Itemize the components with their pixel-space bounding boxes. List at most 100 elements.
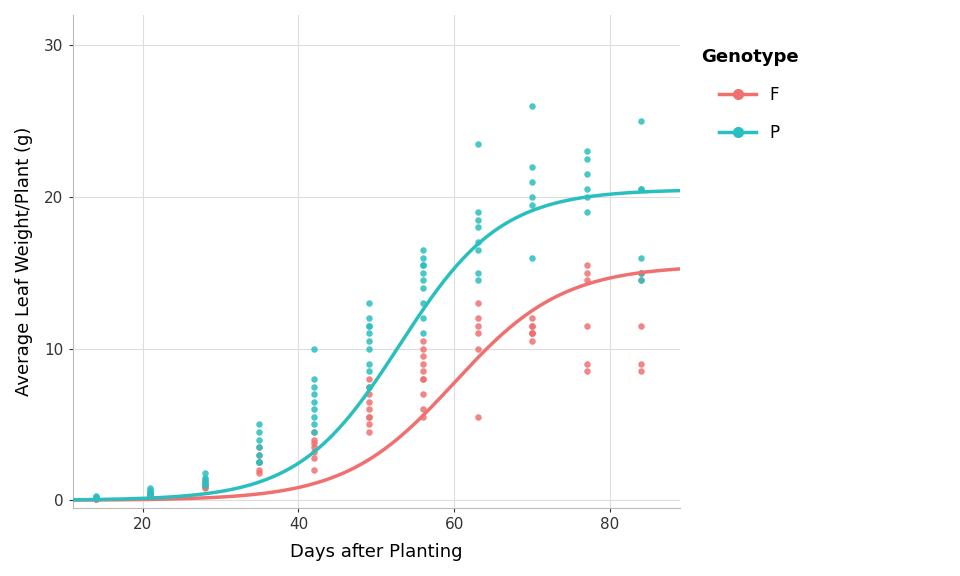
Point bbox=[252, 420, 267, 429]
Point bbox=[416, 351, 431, 361]
Point bbox=[143, 488, 158, 497]
Point bbox=[306, 465, 322, 475]
Point bbox=[143, 491, 158, 501]
Point bbox=[197, 468, 212, 478]
Point bbox=[634, 116, 649, 126]
Point bbox=[143, 483, 158, 492]
Point bbox=[361, 382, 376, 391]
Point bbox=[361, 321, 376, 331]
Point bbox=[252, 458, 267, 467]
Point bbox=[524, 177, 540, 187]
Point bbox=[416, 268, 431, 278]
Point bbox=[416, 276, 431, 285]
Point bbox=[197, 482, 212, 491]
Point bbox=[524, 192, 540, 202]
Point bbox=[470, 245, 486, 255]
Point bbox=[416, 253, 431, 262]
Point bbox=[197, 476, 212, 485]
Point bbox=[197, 480, 212, 490]
Point bbox=[306, 389, 322, 399]
Point bbox=[579, 367, 594, 376]
Point bbox=[306, 382, 322, 391]
Point bbox=[361, 314, 376, 323]
Point bbox=[143, 485, 158, 494]
Point bbox=[470, 298, 486, 308]
Point bbox=[252, 468, 267, 478]
Point bbox=[252, 442, 267, 452]
Point bbox=[416, 344, 431, 353]
Point bbox=[470, 268, 486, 278]
Point bbox=[143, 490, 158, 499]
Point bbox=[579, 147, 594, 156]
Point bbox=[416, 336, 431, 346]
Point bbox=[470, 238, 486, 247]
Point bbox=[579, 185, 594, 194]
Point bbox=[634, 276, 649, 285]
Point bbox=[524, 321, 540, 331]
Point bbox=[470, 321, 486, 331]
Point bbox=[470, 314, 486, 323]
Point bbox=[306, 438, 322, 447]
Point bbox=[361, 412, 376, 422]
Point bbox=[197, 473, 212, 482]
X-axis label: Days after Planting: Days after Planting bbox=[290, 543, 463, 561]
Point bbox=[88, 494, 104, 503]
Point bbox=[361, 359, 376, 369]
Point bbox=[361, 427, 376, 437]
Y-axis label: Average Leaf Weight/Plant (g): Average Leaf Weight/Plant (g) bbox=[15, 127, 33, 396]
Point bbox=[416, 412, 431, 422]
Point bbox=[634, 185, 649, 194]
Point bbox=[252, 450, 267, 460]
Point bbox=[416, 245, 431, 255]
Point bbox=[361, 367, 376, 376]
Point bbox=[143, 490, 158, 499]
Point bbox=[306, 397, 322, 406]
Point bbox=[306, 412, 322, 422]
Point bbox=[197, 478, 212, 487]
Point bbox=[524, 162, 540, 171]
Point bbox=[416, 260, 431, 270]
Point bbox=[416, 367, 431, 376]
Point bbox=[88, 491, 104, 501]
Point bbox=[252, 458, 267, 467]
Point bbox=[88, 494, 104, 503]
Point bbox=[416, 374, 431, 384]
Point bbox=[143, 488, 158, 497]
Point bbox=[416, 298, 431, 308]
Point bbox=[470, 139, 486, 149]
Point bbox=[361, 382, 376, 391]
Point bbox=[470, 207, 486, 217]
Point bbox=[524, 314, 540, 323]
Point bbox=[361, 336, 376, 346]
Point bbox=[634, 359, 649, 369]
Point bbox=[579, 154, 594, 164]
Point bbox=[579, 192, 594, 202]
Point bbox=[416, 260, 431, 270]
Point bbox=[579, 359, 594, 369]
Point bbox=[416, 283, 431, 293]
Point bbox=[524, 329, 540, 338]
Point bbox=[470, 412, 486, 422]
Point bbox=[470, 223, 486, 232]
Point bbox=[252, 442, 267, 452]
Point bbox=[579, 321, 594, 331]
Point bbox=[197, 479, 212, 488]
Point bbox=[361, 405, 376, 414]
Point bbox=[416, 389, 431, 399]
Point bbox=[197, 480, 212, 490]
Point bbox=[470, 344, 486, 353]
Point bbox=[361, 397, 376, 406]
Point bbox=[252, 458, 267, 467]
Point bbox=[143, 490, 158, 499]
Point bbox=[579, 169, 594, 179]
Point bbox=[197, 483, 212, 492]
Point bbox=[634, 268, 649, 278]
Point bbox=[634, 276, 649, 285]
Point bbox=[361, 344, 376, 353]
Point bbox=[252, 450, 267, 460]
Point bbox=[416, 405, 431, 414]
Point bbox=[197, 475, 212, 484]
Point bbox=[306, 420, 322, 429]
Point bbox=[361, 321, 376, 331]
Point bbox=[524, 329, 540, 338]
